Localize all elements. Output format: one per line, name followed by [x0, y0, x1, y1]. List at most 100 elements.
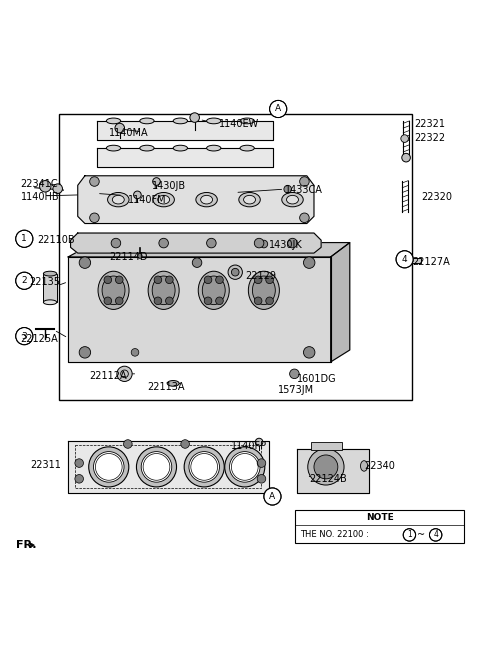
Text: 1140EW: 1140EW [218, 120, 259, 129]
Circle shape [231, 268, 239, 276]
Circle shape [270, 101, 287, 118]
Circle shape [206, 238, 216, 248]
Circle shape [216, 297, 223, 305]
Ellipse shape [112, 195, 124, 204]
Text: THE NO. 22100 :: THE NO. 22100 : [300, 530, 371, 539]
Text: 22340: 22340 [364, 461, 395, 471]
Circle shape [300, 213, 309, 223]
Ellipse shape [360, 461, 368, 471]
Text: FR.: FR. [16, 540, 36, 550]
Bar [43, 273, 57, 302]
Circle shape [403, 529, 416, 541]
Circle shape [79, 257, 91, 268]
Circle shape [190, 113, 199, 122]
Circle shape [303, 257, 315, 268]
Circle shape [308, 449, 344, 485]
Circle shape [228, 265, 242, 279]
Circle shape [264, 488, 281, 505]
Text: 22112A: 22112A [90, 371, 127, 381]
Circle shape [166, 276, 173, 284]
Text: 22322: 22322 [414, 133, 445, 143]
Circle shape [111, 238, 120, 248]
Circle shape [89, 447, 129, 487]
Text: 4: 4 [402, 255, 408, 264]
Text: 1140FM: 1140FM [128, 194, 167, 204]
Ellipse shape [173, 118, 188, 124]
Circle shape [133, 191, 141, 198]
Circle shape [402, 153, 410, 162]
Ellipse shape [206, 118, 221, 124]
Text: 22114D: 22114D [109, 252, 147, 262]
Circle shape [254, 276, 262, 284]
Circle shape [94, 451, 124, 482]
Text: 22124B: 22124B [309, 474, 347, 484]
Ellipse shape [240, 145, 254, 151]
Ellipse shape [173, 145, 188, 151]
Circle shape [181, 440, 190, 448]
Circle shape [137, 254, 142, 258]
Circle shape [192, 258, 202, 267]
Circle shape [16, 272, 33, 289]
Ellipse shape [140, 118, 154, 124]
Text: 22321: 22321 [414, 120, 445, 129]
Circle shape [257, 474, 266, 483]
Ellipse shape [201, 195, 213, 204]
Circle shape [300, 177, 309, 187]
Ellipse shape [102, 276, 125, 305]
Text: 4: 4 [433, 530, 438, 539]
Circle shape [117, 366, 132, 382]
Circle shape [184, 447, 224, 487]
Ellipse shape [108, 193, 129, 207]
Circle shape [116, 297, 123, 305]
Text: 1140MA: 1140MA [109, 128, 148, 138]
Text: 22320: 22320 [421, 193, 452, 202]
Text: 1430JK: 1430JK [269, 240, 302, 250]
Circle shape [266, 297, 274, 305]
Ellipse shape [198, 271, 229, 309]
Text: 1433CA: 1433CA [285, 185, 323, 195]
Circle shape [115, 124, 124, 133]
Ellipse shape [240, 118, 254, 124]
Circle shape [284, 185, 291, 193]
Ellipse shape [243, 195, 255, 204]
Ellipse shape [248, 271, 279, 309]
Circle shape [166, 297, 173, 305]
Text: 22127A: 22127A [412, 257, 450, 267]
Circle shape [216, 276, 223, 284]
Circle shape [430, 529, 442, 541]
Circle shape [204, 297, 212, 305]
Bar [311, 442, 342, 450]
Circle shape [159, 238, 168, 248]
Bar [402, 258, 421, 263]
Ellipse shape [167, 380, 179, 386]
Ellipse shape [43, 300, 57, 305]
Circle shape [53, 184, 62, 193]
Text: 1: 1 [22, 235, 27, 243]
Circle shape [254, 297, 262, 305]
Polygon shape [78, 176, 314, 223]
Text: 1573JM: 1573JM [278, 384, 314, 395]
Ellipse shape [107, 145, 120, 151]
Polygon shape [68, 441, 269, 493]
Circle shape [104, 297, 112, 305]
Ellipse shape [148, 271, 179, 309]
Text: NOTE: NOTE [366, 512, 394, 522]
Circle shape [229, 451, 260, 482]
Polygon shape [297, 449, 369, 493]
Ellipse shape [140, 145, 154, 151]
Circle shape [104, 276, 112, 284]
Circle shape [136, 447, 177, 487]
Ellipse shape [98, 271, 129, 309]
Polygon shape [68, 242, 350, 257]
Polygon shape [97, 148, 274, 167]
Text: 1140HB: 1140HB [21, 193, 59, 202]
Ellipse shape [43, 271, 57, 276]
Circle shape [154, 276, 162, 284]
Text: 22341C: 22341C [21, 179, 58, 189]
Polygon shape [71, 233, 321, 253]
Text: 1: 1 [407, 530, 412, 539]
Bar [59, 114, 412, 400]
Circle shape [303, 347, 315, 358]
Circle shape [266, 276, 274, 284]
Circle shape [260, 240, 268, 248]
